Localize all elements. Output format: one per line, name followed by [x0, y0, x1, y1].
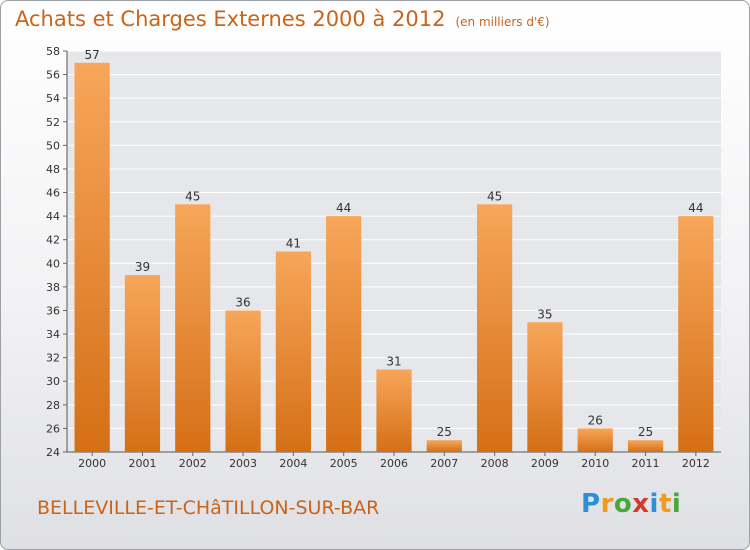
- logo-letter: r: [600, 489, 614, 519]
- y-tick-label: 44: [46, 210, 60, 223]
- x-tick-label: 2009: [531, 457, 559, 470]
- proxiti-logo: Proxiti: [581, 489, 681, 519]
- x-tick-label: 2003: [229, 457, 257, 470]
- data-label: 36: [235, 295, 250, 309]
- y-tick-label: 34: [46, 328, 60, 341]
- x-tick-label: 2007: [430, 457, 458, 470]
- logo-letter: P: [581, 489, 601, 519]
- y-tick-label: 54: [46, 92, 60, 105]
- bar: [477, 204, 513, 452]
- data-label: 26: [588, 413, 603, 427]
- y-tick-label: 24: [46, 446, 60, 459]
- data-label: 57: [85, 48, 100, 62]
- data-label: 41: [286, 237, 301, 251]
- logo-letter: i: [671, 489, 682, 519]
- logo-letter: t: [658, 489, 672, 519]
- bar: [376, 369, 412, 452]
- data-label: 45: [185, 189, 200, 203]
- logo-letter: i: [649, 489, 659, 519]
- y-tick-label: 28: [46, 399, 60, 412]
- x-tick-label: 2010: [581, 457, 609, 470]
- bar: [225, 310, 261, 452]
- y-tick-label: 30: [46, 375, 60, 388]
- logo-letter: x: [632, 489, 650, 519]
- chart-subtitle: (en milliers d'€): [455, 15, 550, 29]
- bars: [74, 62, 714, 452]
- x-tick-label: 2011: [632, 457, 660, 470]
- bar: [577, 428, 613, 452]
- bar: [74, 62, 110, 452]
- y-tick-label: 38: [46, 281, 60, 294]
- data-labels: 57 39 45 36 41 44 31 25 45 35 26 25 44: [85, 48, 704, 439]
- axes: 24 26 28 30 32 34 36 38 40 42 44 46 48 50 52 54 56 58 2000…: [46, 45, 721, 470]
- data-label: 44: [688, 201, 703, 215]
- bar: [275, 251, 311, 452]
- data-label: 44: [336, 201, 351, 215]
- y-tick-label: 32: [46, 352, 60, 365]
- x-tick-label: 2001: [128, 457, 156, 470]
- x-tick-label: 2008: [481, 457, 509, 470]
- bar: [326, 216, 362, 452]
- bar: [627, 440, 664, 452]
- y-tick-label: 48: [46, 163, 60, 176]
- x-tick-label: 2000: [78, 457, 106, 470]
- x-tick-label: 2005: [330, 457, 358, 470]
- chart-title: Achats et Charges Externes 2000 à 2012 (e…: [15, 7, 550, 31]
- y-tick-label: 36: [46, 304, 60, 317]
- bar: [527, 322, 563, 452]
- data-label: 45: [487, 189, 502, 203]
- data-label: 25: [638, 425, 653, 439]
- bar: [678, 216, 714, 452]
- y-tick-label: 50: [46, 139, 60, 152]
- x-tick-label: 2012: [682, 457, 710, 470]
- data-label: 31: [386, 354, 401, 368]
- y-tick-label: 42: [46, 234, 60, 247]
- x-tick-label: 2002: [179, 457, 207, 470]
- y-tick-label: 40: [46, 257, 60, 270]
- bar: [175, 204, 211, 452]
- y-tick-label: 56: [46, 69, 60, 82]
- x-tick-label: 2006: [380, 457, 408, 470]
- data-label: 39: [135, 260, 150, 274]
- y-tick-label: 58: [46, 45, 60, 58]
- y-tick-label: 26: [46, 422, 60, 435]
- town-name: BELLEVILLE-ET-CHâTILLON-SUR-BAR: [37, 497, 380, 519]
- data-label: 35: [537, 307, 552, 321]
- bar: [124, 275, 161, 452]
- y-tick-label: 46: [46, 187, 60, 200]
- bar: [426, 440, 462, 452]
- data-label: 25: [437, 425, 452, 439]
- x-tick-label: 2004: [279, 457, 307, 470]
- title-text: Achats et Charges Externes 2000 à 2012: [15, 7, 446, 31]
- y-tick-label: 52: [46, 116, 60, 129]
- logo-letter: o: [613, 489, 633, 519]
